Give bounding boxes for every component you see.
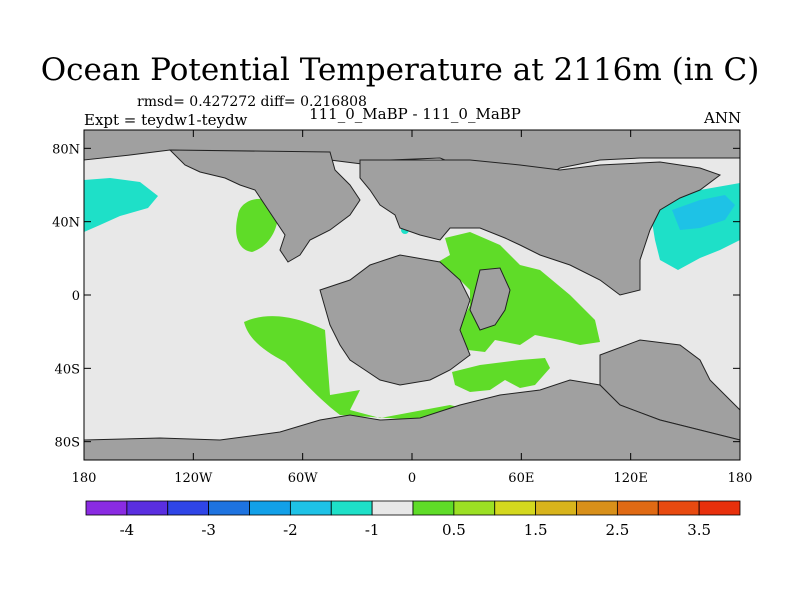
colorbar-swatch: [126, 500, 169, 516]
lon-tick-label: 180: [728, 471, 753, 486]
land-eurasia: [359, 159, 722, 296]
colorbar-swatch: [576, 500, 618, 516]
lon-tick-label: 60E: [508, 471, 534, 486]
colorbar-swatch: [453, 500, 496, 516]
colorbar-label: 2.5: [605, 521, 629, 539]
lat-tick-label: 40N: [52, 216, 80, 231]
land-south-america: [319, 254, 471, 386]
warm-anomaly-blob-small: [255, 200, 261, 206]
cool-anomaly-regions: [84, 178, 740, 270]
colorbar-swatch: [249, 500, 291, 516]
colorbar-label: 3.5: [687, 521, 711, 539]
colorbar-labels: -4 -3 -2 -1 0.5 1.5 2.5 3.5: [120, 521, 711, 539]
colorbar-swatch: [698, 500, 741, 516]
colorbar-label: -3: [201, 521, 216, 539]
land-north-america: [168, 149, 361, 263]
lon-tick-label: 180: [72, 471, 97, 486]
colorbar-swatch: [657, 500, 700, 516]
land-masses: [83, 129, 741, 461]
warm-anomaly-south-atlantic: [244, 316, 470, 420]
period-label: 111_0_MaBP - 111_0_MaBP: [309, 105, 521, 123]
lon-axis: 180 120W 60W 0 60E 120E 180: [72, 130, 753, 486]
lat-tick-label: 80S: [55, 436, 80, 451]
colorbar-label: -1: [365, 521, 380, 539]
colorbar-label: -2: [283, 521, 298, 539]
warm-anomaly-southern: [452, 358, 550, 392]
chart-title: Ocean Potential Temperature at 2116m (in…: [40, 52, 760, 88]
lat-tick-label: 40S: [55, 362, 80, 377]
colorbar-label: -4: [120, 521, 135, 539]
land-africa: [469, 267, 511, 331]
cool-anomaly-west: [84, 178, 158, 232]
colorbar-swatch: [330, 500, 373, 516]
colorbar: [85, 500, 741, 516]
cool-anomaly-east-core: [672, 195, 735, 230]
season-label: ANN: [704, 109, 742, 127]
colorbar-swatch: [412, 500, 455, 516]
colorbar-swatch: [371, 500, 414, 516]
warm-anomaly-atlantic-north: [236, 198, 278, 252]
lat-tick-label: 80N: [52, 142, 80, 157]
lon-tick-label: 0: [408, 471, 416, 486]
colorbar-swatch: [494, 500, 537, 516]
colorbar-swatch: [85, 500, 128, 516]
colorbar-swatch: [535, 500, 577, 516]
lat-axis: 80N 40N 0 40S 80S: [52, 142, 740, 451]
colorbar-label: 0.5: [442, 521, 466, 539]
colorbar-swatch: [208, 500, 250, 516]
stats-label: rmsd= 0.427272 diff= 0.216808: [137, 94, 367, 110]
lat-tick-label: 0: [72, 289, 80, 304]
land-antarctica: [83, 379, 741, 461]
lon-tick-label: 120E: [614, 471, 648, 486]
colorbar-swatch: [616, 500, 659, 516]
lon-tick-label: 60W: [288, 471, 319, 486]
experiment-label: Expt = teydw1-teydw: [84, 111, 248, 129]
colorbar-swatch: [289, 500, 332, 516]
colorbar-label: 1.5: [524, 521, 548, 539]
lon-tick-label: 120W: [174, 471, 213, 486]
colorbar-swatch: [167, 500, 210, 516]
